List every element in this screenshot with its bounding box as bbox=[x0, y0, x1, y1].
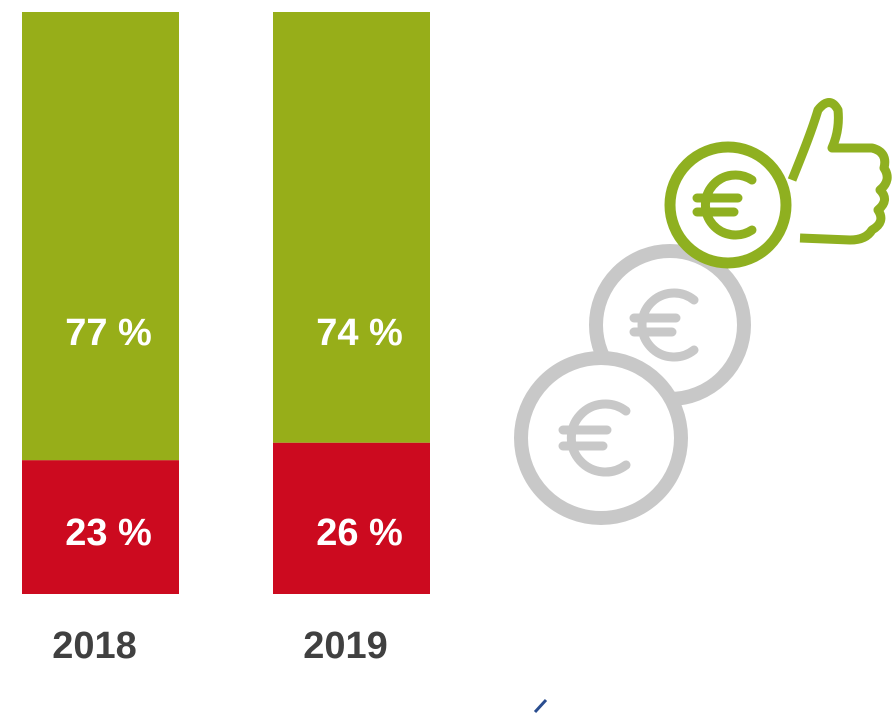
category-label: 2018 bbox=[52, 625, 137, 667]
value-label: 77 % bbox=[65, 312, 152, 354]
logo-fragment bbox=[533, 698, 548, 714]
value-label: 74 % bbox=[316, 312, 403, 354]
category-label: 2019 bbox=[303, 625, 388, 667]
value-label: 23 % bbox=[65, 512, 152, 554]
value-label: 26 % bbox=[316, 512, 403, 554]
bar-segment bbox=[273, 12, 430, 443]
bar-segment bbox=[273, 442, 430, 594]
bar-segment bbox=[22, 460, 179, 594]
coins-icon bbox=[514, 98, 892, 525]
bar-segment bbox=[22, 12, 179, 461]
